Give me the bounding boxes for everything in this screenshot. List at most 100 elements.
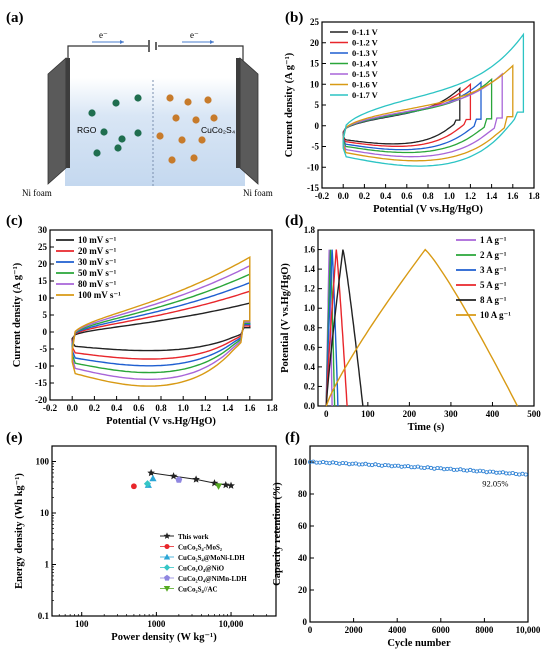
y-tick-label: 15 — [38, 276, 48, 286]
y-tick-label: -15 — [307, 183, 319, 193]
cation-dot — [172, 114, 180, 122]
legend-label: 0-1.5 V — [352, 69, 379, 79]
retention-point — [334, 460, 339, 465]
y-tick-label: 5 — [315, 100, 320, 110]
legend-label: 8 A g⁻¹ — [480, 295, 507, 305]
anion-dot — [118, 135, 126, 143]
retention-point — [314, 460, 319, 465]
x-tick-label: -0.2 — [315, 191, 330, 201]
right-electrode-label: CuCo₂S₄ — [201, 125, 236, 135]
y-tick-label: 15 — [310, 59, 320, 69]
left-foam-label: Ni foam — [22, 188, 52, 198]
legend-label: 100 mV s⁻¹ — [78, 290, 121, 300]
retention-point — [350, 461, 355, 466]
plot-frame — [309, 445, 529, 623]
retention-point — [337, 461, 342, 466]
gcd-curve — [325, 248, 519, 407]
cation-dot — [178, 136, 186, 144]
legend-label: 0-1.4 V — [352, 59, 379, 69]
y-axis-label: Current density (A g⁻¹) — [12, 262, 23, 367]
panel-b-label: (b) — [285, 10, 303, 26]
legend-label: CuCo₂O₄@NiO — [178, 565, 225, 573]
y-tick-label: 1.4 — [304, 264, 316, 274]
retention-point — [468, 467, 473, 472]
anion-dot — [134, 129, 142, 137]
legend-label: 0-1.3 V — [352, 48, 379, 58]
cv-curve — [71, 264, 251, 380]
retention-point — [383, 462, 388, 467]
legend-label: 2 A g⁻¹ — [480, 250, 507, 260]
y-tick-label: -10 — [307, 162, 319, 172]
y-tick-label: 0.0 — [304, 401, 316, 411]
retention-point — [494, 470, 499, 475]
x-tick-label: 100 — [75, 619, 89, 629]
y-tick-label: 0.6 — [304, 342, 316, 352]
anion-dot — [100, 128, 108, 136]
retention-point — [357, 462, 362, 467]
legend-label: CuCo₂S₄@MoNi-LDH — [178, 554, 245, 562]
retention-point — [412, 465, 417, 470]
legend-label: 10 mV s⁻¹ — [78, 235, 117, 245]
x-tick-label: 6000 — [432, 625, 451, 635]
y-tick-label: 60 — [298, 521, 308, 531]
retention-point — [353, 461, 358, 466]
left-electrode — [47, 57, 67, 185]
y-tick-label: 100 — [294, 457, 308, 467]
retention-point — [477, 468, 482, 473]
x-axis-label: Cycle number — [387, 638, 451, 649]
x-tick-label: 10,000 — [219, 619, 244, 629]
y-tick-label: 5 — [43, 310, 48, 320]
y-tick-label: 1.8 — [304, 225, 316, 235]
y-tick-label: 0.2 — [304, 381, 316, 391]
retention-point — [455, 467, 460, 472]
ions — [88, 94, 218, 164]
anion-dot — [114, 144, 122, 152]
retention-point — [484, 470, 489, 475]
y-tick-label: 25 — [310, 17, 320, 27]
x-tick-label: 1.8 — [266, 403, 278, 413]
cation-dot — [204, 96, 212, 104]
x-tick-label: 0.4 — [380, 191, 392, 201]
y-tick-label: -10 — [35, 361, 47, 371]
retention-point — [504, 471, 509, 476]
marker-star — [210, 479, 219, 487]
retention-point — [327, 461, 332, 466]
y-tick-label: 40 — [298, 553, 308, 563]
panel-a-label: (a) — [6, 10, 24, 26]
y-tick-label: 1.2 — [304, 284, 316, 294]
retention-point — [428, 465, 433, 470]
retention-point — [321, 459, 326, 464]
right-electrode — [239, 57, 259, 185]
cation-dot — [184, 98, 192, 106]
x-axis-label: Time (s) — [408, 422, 445, 433]
plot-frame — [51, 445, 277, 617]
retention-point — [520, 471, 525, 476]
retention-point — [366, 462, 371, 467]
legend-label: 0-1.6 V — [352, 80, 379, 90]
retention-point — [517, 472, 522, 477]
y-tick-label: 10 — [38, 293, 48, 303]
retention-annotation: 92.05% — [482, 479, 508, 489]
y-axis-label: Potential (V vs.Hg/HgO) — [280, 263, 291, 373]
retention-point — [474, 469, 479, 474]
y-tick-label: 25 — [38, 242, 48, 252]
cation-dot — [198, 136, 206, 144]
x-tick-label: 1.6 — [244, 403, 256, 413]
retention-point — [461, 468, 466, 473]
x-tick-label: 8000 — [475, 625, 494, 635]
y-tick-label: 0.1 — [38, 611, 50, 621]
x-tick-label: 4000 — [388, 625, 407, 635]
y-axis-label: Current density (A g⁻¹) — [284, 52, 295, 157]
retention-point — [396, 463, 401, 468]
legend-label: 0-1.1 V — [352, 27, 379, 37]
legend-label: This work — [178, 533, 209, 541]
retention-point — [507, 471, 512, 476]
retention-point — [419, 465, 424, 470]
x-tick-label: 1.6 — [507, 191, 519, 201]
retention-point — [360, 462, 365, 467]
panel-d-label: (d) — [285, 213, 303, 229]
x-tick-label: 1.2 — [200, 403, 212, 413]
cation-dot — [192, 116, 200, 124]
external-circuit — [67, 45, 244, 62]
gcd-curve — [325, 249, 339, 407]
